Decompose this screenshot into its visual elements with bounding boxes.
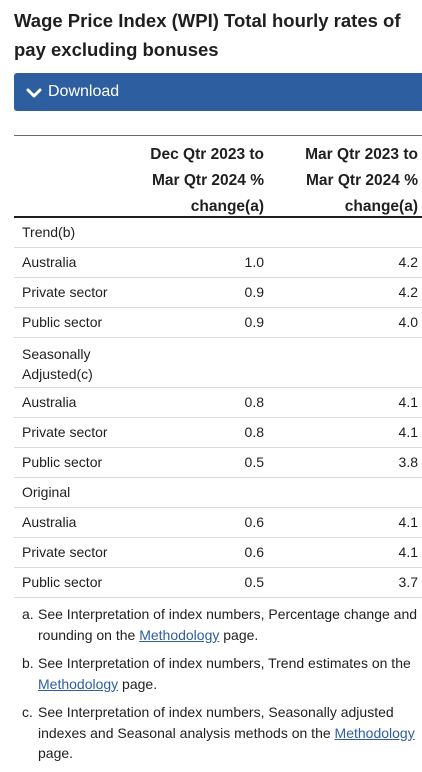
table-row: Public sector 0.5 3.8 (14, 448, 422, 478)
table-row: Australia 0.8 4.1 (14, 388, 422, 418)
row-label: Public sector (22, 314, 103, 330)
cell-quarterly-change: 0.9 (244, 314, 264, 330)
cell-quarterly-change: 0.5 (244, 454, 264, 470)
footnote-marker: c. (22, 704, 33, 720)
methodology-link[interactable]: Methodology (139, 626, 220, 643)
row-label: Public sector (22, 574, 103, 590)
footnote-text: rounding on the (38, 626, 140, 643)
header-line: Mar Qtr 2023 to (305, 146, 418, 163)
table-row: Australia 0.6 4.1 (14, 508, 422, 538)
row-label: Original (22, 484, 71, 500)
footnote-b: b. See Interpretation of index numbers, … (22, 653, 422, 694)
header-line: Mar Qtr 2024 % (306, 172, 418, 189)
cell-annual-change: 3.8 (398, 454, 418, 470)
download-label: Download (48, 83, 120, 100)
cell-quarterly-change: 0.9 (244, 284, 264, 300)
cell-quarterly-change: 0.6 (244, 544, 264, 560)
cell-quarterly-change: 1.0 (244, 254, 264, 270)
table-row: Public sector 0.9 4.0 (14, 308, 422, 338)
row-label: Trend(b) (22, 224, 76, 240)
table-header: Dec Qtr 2023 to Mar Qtr 2024 % change(a)… (14, 136, 422, 218)
cell-annual-change: 4.2 (398, 254, 418, 270)
row-label-line: Seasonally (22, 346, 91, 362)
footnote-marker: b. (22, 655, 34, 671)
cell-annual-change: 4.1 (398, 394, 418, 410)
row-label: Public sector (22, 454, 103, 470)
header-line: change(a) (344, 198, 418, 215)
header-line: Dec Qtr 2023 to (150, 146, 264, 163)
footnote-line: Methodology page. (38, 674, 422, 695)
header-line: Mar Qtr 2024 % (152, 172, 264, 189)
methodology-link[interactable]: Methodology (38, 675, 119, 692)
footnote-a: a. See Interpretation of index numbers, … (22, 604, 422, 645)
footnote-line: rounding on the Methodology page. (38, 625, 422, 646)
section-row-seasonally-adjusted: Seasonally Adjusted(c) (14, 338, 422, 388)
table-top-rule (14, 135, 422, 136)
wpi-table: Dec Qtr 2023 to Mar Qtr 2024 % change(a)… (14, 135, 422, 598)
cell-annual-change: 4.1 (398, 514, 418, 530)
download-button[interactable]: Download (14, 73, 422, 111)
row-label: Australia (22, 254, 77, 270)
footnote-marker: a. (22, 606, 34, 622)
footnote-text: page. (219, 626, 259, 643)
row-label-line: Adjusted(c) (22, 366, 93, 382)
cell-annual-change: 4.1 (398, 544, 418, 560)
row-label: Australia (22, 394, 77, 410)
page-title: Wage Price Index (WPI) Total hourly rate… (14, 6, 422, 64)
chevron-down-icon (26, 86, 42, 98)
footnote-text: page. (118, 675, 158, 692)
page-title-line-2: pay excluding bonuses (14, 39, 219, 60)
table-row: Australia 1.0 4.2 (14, 248, 422, 278)
table-row: Private sector 0.8 4.1 (14, 418, 422, 448)
footnote-line: See Interpretation of index numbers, Per… (38, 606, 418, 622)
footnote-line: indexes and Seasonal analysis methods on… (38, 723, 422, 744)
row-label: Private sector (22, 424, 108, 440)
row-label: Private sector (22, 284, 108, 300)
footnote-line: page. (38, 745, 74, 761)
table-row: Public sector 0.5 3.7 (14, 568, 422, 598)
cell-quarterly-change: 0.5 (244, 574, 264, 590)
cell-annual-change: 4.0 (398, 314, 418, 330)
footnote-line: See Interpretation of index numbers, Tre… (38, 655, 411, 671)
methodology-link[interactable]: Methodology (334, 724, 415, 741)
cell-quarterly-change: 0.6 (244, 514, 264, 530)
cell-annual-change: 4.2 (398, 284, 418, 300)
section-row-original: Original (14, 478, 422, 508)
footnote-line: See Interpretation of index numbers, Sea… (38, 704, 394, 720)
cell-quarterly-change: 0.8 (244, 394, 264, 410)
table-row: Private sector 0.9 4.2 (14, 278, 422, 308)
column-header-quarterly: Dec Qtr 2023 to Mar Qtr 2024 % change(a) (124, 142, 264, 220)
row-label: Private sector (22, 544, 108, 560)
row-label: Australia (22, 514, 77, 530)
cell-annual-change: 4.1 (398, 424, 418, 440)
table-row: Private sector 0.6 4.1 (14, 538, 422, 568)
column-header-annual: Mar Qtr 2023 to Mar Qtr 2024 % change(a) (278, 142, 418, 220)
footnote-c: c. See Interpretation of index numbers, … (22, 702, 422, 764)
footnotes: a. See Interpretation of index numbers, … (22, 604, 422, 772)
header-line: change(a) (190, 198, 264, 215)
section-row-trend: Trend(b) (14, 218, 422, 248)
cell-annual-change: 3.7 (398, 574, 418, 590)
row-label: Seasonally Adjusted(c) (22, 344, 93, 384)
cell-quarterly-change: 0.8 (244, 424, 264, 440)
page-title-line-1: Wage Price Index (WPI) Total hourly rate… (14, 10, 401, 31)
footnote-text: indexes and Seasonal analysis methods on… (38, 724, 335, 741)
